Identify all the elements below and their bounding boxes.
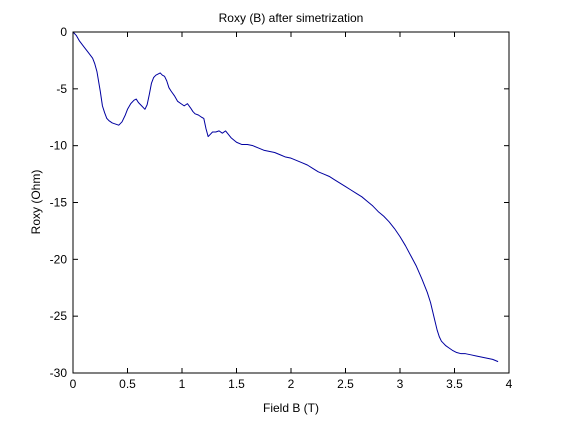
- axes-box: [72, 31, 510, 374]
- x-axis-label: Field B (T): [263, 401, 319, 415]
- x-tick-label: 1: [179, 377, 186, 391]
- y-tick-label: 0: [60, 25, 67, 39]
- y-tick-label: -10: [50, 139, 68, 153]
- series-layer: [72, 31, 499, 363]
- y-tick-label: -5: [56, 82, 67, 96]
- y-tick-label: -15: [50, 196, 68, 210]
- x-tick-label: 3.5: [446, 377, 463, 391]
- plot-area: [73, 32, 509, 373]
- y-tick-label: -25: [50, 309, 68, 323]
- tick-labels-layer: 0 0.5 1 1.5 2 2.5 3 3.5 4 0 -5 -10 -15 -20 -25 -30: [50, 25, 513, 391]
- x-tick-label: 2.5: [337, 377, 354, 391]
- x-tick-label: 0.5: [119, 377, 136, 391]
- x-tick-label: 4: [506, 377, 513, 391]
- x-tick-label: 1.5: [228, 377, 245, 391]
- y-tick-label: -20: [50, 252, 68, 266]
- x-tick-label: 3: [397, 377, 404, 391]
- chart-title: Roxy (B) after simetrization: [219, 11, 364, 25]
- y-axis-label: Roxy (Ohm): [29, 170, 43, 235]
- x-tick-label: 0: [70, 377, 77, 391]
- series-line: [72, 31, 499, 363]
- y-tick-label: -30: [50, 366, 68, 380]
- x-tick-label: 2: [288, 377, 295, 391]
